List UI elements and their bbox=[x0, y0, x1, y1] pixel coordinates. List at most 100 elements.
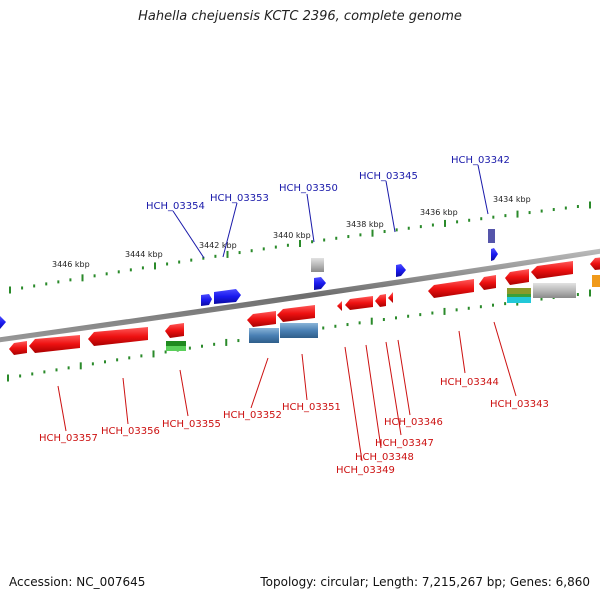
minor-tick bbox=[468, 218, 471, 222]
gene-hch-03351-feature[interactable] bbox=[280, 323, 318, 338]
minor-tick bbox=[492, 215, 495, 219]
feature-gray[interactable] bbox=[533, 283, 576, 298]
gene-hch-03352-feature[interactable] bbox=[249, 328, 279, 343]
label-hch-03346[interactable]: HCH_03346 bbox=[384, 417, 443, 428]
gene-hch-03345-shape[interactable] bbox=[396, 264, 406, 277]
gene-hch-03354-shape[interactable] bbox=[201, 294, 212, 306]
label-hch-03357[interactable]: HCH_03357 bbox=[39, 433, 98, 444]
gene-hch-03356-shape[interactable] bbox=[29, 335, 80, 353]
minor-tick bbox=[201, 344, 203, 348]
gene-hch-03351-shape[interactable] bbox=[277, 305, 315, 322]
minor-tick bbox=[322, 326, 325, 330]
minor-tick bbox=[105, 272, 108, 276]
minor-tick bbox=[347, 235, 350, 239]
minor-tick bbox=[213, 342, 216, 346]
gene-red-a-shape[interactable] bbox=[505, 269, 529, 285]
gene-hch-03348-shape[interactable] bbox=[345, 296, 373, 310]
minor-tick bbox=[21, 286, 24, 290]
minor-tick bbox=[528, 211, 531, 215]
gene-hch-03349-shape[interactable] bbox=[337, 301, 342, 311]
minor-tick bbox=[431, 311, 434, 315]
minor-tick bbox=[69, 278, 72, 282]
gene-hch-03355-rna-a[interactable] bbox=[166, 341, 186, 346]
minor-tick bbox=[237, 339, 240, 343]
minor-tick bbox=[188, 346, 191, 350]
major-tick bbox=[7, 374, 9, 382]
feature-green[interactable] bbox=[507, 294, 531, 297]
major-tick bbox=[370, 317, 373, 325]
gene-edge-right-shape[interactable] bbox=[590, 257, 600, 270]
gene-hch-03357-shape[interactable] bbox=[9, 341, 27, 355]
minor-tick bbox=[67, 366, 70, 370]
gene-hch-03350b-shape[interactable] bbox=[314, 277, 326, 290]
major-tick bbox=[152, 350, 155, 358]
minor-tick bbox=[358, 321, 361, 325]
label-hch-03353[interactable]: HCH_03353 bbox=[210, 193, 269, 204]
minor-tick bbox=[19, 374, 22, 378]
label-hch-03350[interactable]: HCH_03350 bbox=[279, 183, 338, 194]
gene-red-b-shape[interactable] bbox=[531, 261, 573, 279]
minor-tick bbox=[552, 208, 555, 212]
major-tick bbox=[79, 362, 82, 370]
minor-tick bbox=[419, 313, 422, 317]
gene-hch-03347-shape[interactable] bbox=[375, 294, 386, 307]
major-tick bbox=[299, 240, 301, 247]
feature-cyan[interactable] bbox=[507, 297, 531, 303]
feature-orange-edge[interactable] bbox=[592, 275, 600, 287]
major-tick bbox=[9, 286, 11, 294]
label-hch-03348[interactable]: HCH_03348 bbox=[355, 452, 414, 463]
minor-tick bbox=[395, 316, 397, 320]
major-tick bbox=[81, 274, 84, 282]
gene-hch-03352-shape[interactable] bbox=[247, 311, 276, 327]
gene-hch-03350-shape[interactable] bbox=[311, 258, 324, 272]
minor-tick bbox=[346, 323, 349, 327]
major-tick bbox=[444, 219, 446, 227]
minor-tick bbox=[141, 266, 144, 270]
gene-hch-03344-shape[interactable] bbox=[428, 279, 474, 298]
minor-tick bbox=[382, 318, 385, 322]
minor-tick bbox=[419, 225, 422, 229]
tick-track-upper bbox=[9, 201, 591, 294]
major-tick bbox=[443, 307, 446, 315]
minor-tick bbox=[57, 280, 60, 284]
label-hch-03349[interactable]: HCH_03349 bbox=[336, 465, 395, 476]
minor-tick bbox=[178, 260, 181, 264]
feature-olive[interactable] bbox=[507, 288, 531, 294]
label-hch-03347[interactable]: HCH_03347 bbox=[375, 438, 434, 449]
minor-tick bbox=[55, 368, 58, 372]
tick-label-3440: 3440 kbp bbox=[273, 231, 311, 240]
label-hch-03342[interactable]: HCH_03342 bbox=[451, 155, 510, 166]
minor-tick bbox=[93, 274, 96, 278]
label-hch-03343[interactable]: HCH_03343 bbox=[490, 399, 549, 410]
label-hch-03344[interactable]: HCH_03344 bbox=[440, 377, 499, 388]
gene-hch-03355-shape[interactable] bbox=[165, 323, 184, 338]
gene-hch-03342-shape[interactable] bbox=[488, 229, 495, 243]
major-tick bbox=[225, 338, 228, 346]
minor-tick bbox=[274, 245, 277, 249]
gene-hch-03342b-shape[interactable] bbox=[491, 248, 498, 261]
map-title: Hahella chejuensis KCTC 2396, complete g… bbox=[138, 9, 462, 24]
minor-tick bbox=[140, 354, 143, 358]
label-hch-03351[interactable]: HCH_03351 bbox=[282, 402, 341, 413]
label-hch-03354[interactable]: HCH_03354 bbox=[146, 201, 205, 212]
gene-edge-left-forward[interactable] bbox=[0, 316, 6, 330]
label-hch-03356[interactable]: HCH_03356 bbox=[101, 426, 160, 437]
label-hch-03355[interactable]: HCH_03355 bbox=[162, 419, 221, 430]
major-tick bbox=[516, 210, 519, 218]
minor-tick bbox=[202, 256, 205, 260]
gene-hch-03356b-shape[interactable] bbox=[88, 327, 148, 346]
gene-hch-03343-shape[interactable] bbox=[479, 275, 496, 290]
forward-callouts bbox=[172, 164, 489, 259]
minor-tick bbox=[359, 233, 362, 237]
accession-label: Accession: NC_007645 bbox=[9, 575, 146, 589]
label-hch-03352[interactable]: HCH_03352 bbox=[223, 410, 282, 421]
minor-tick bbox=[564, 206, 567, 210]
minor-tick bbox=[117, 270, 120, 274]
gene-hch-03353-shape[interactable] bbox=[214, 289, 241, 304]
minor-tick bbox=[383, 230, 386, 234]
gene-hch-03346-shape[interactable] bbox=[388, 292, 393, 303]
gene-hch-03355-rna-b[interactable] bbox=[166, 346, 186, 351]
minor-tick bbox=[334, 324, 337, 328]
minor-tick bbox=[323, 238, 326, 242]
label-hch-03345[interactable]: HCH_03345 bbox=[359, 171, 418, 182]
